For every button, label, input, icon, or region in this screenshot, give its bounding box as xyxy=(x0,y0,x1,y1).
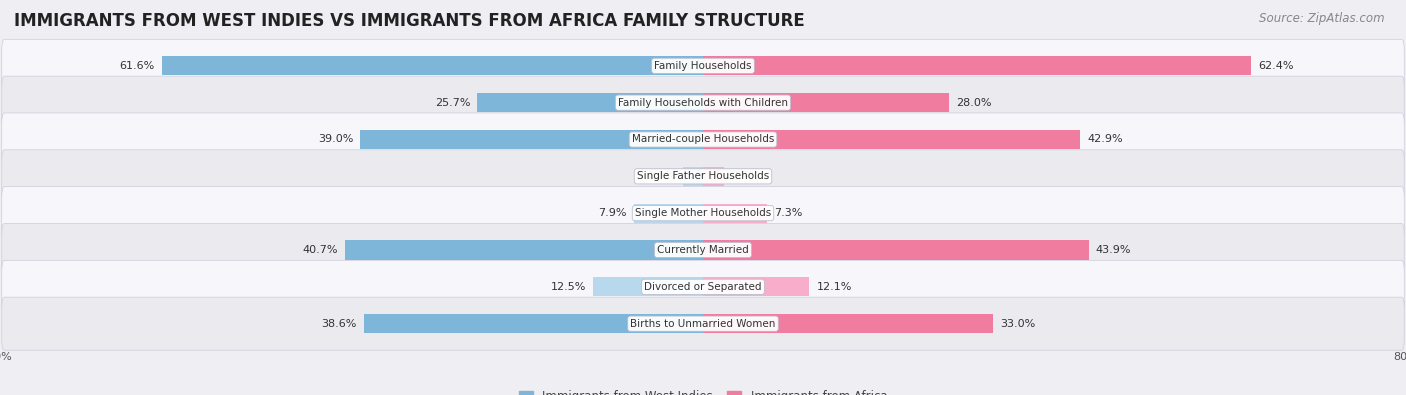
FancyBboxPatch shape xyxy=(1,76,1405,129)
FancyBboxPatch shape xyxy=(1,186,1405,240)
Bar xyxy=(703,130,1080,149)
Bar xyxy=(703,241,1088,260)
Text: Divorced or Separated: Divorced or Separated xyxy=(644,282,762,292)
Text: Single Father Households: Single Father Households xyxy=(637,171,769,181)
Bar xyxy=(477,93,703,112)
Text: IMMIGRANTS FROM WEST INDIES VS IMMIGRANTS FROM AFRICA FAMILY STRUCTURE: IMMIGRANTS FROM WEST INDIES VS IMMIGRANT… xyxy=(14,12,804,30)
FancyBboxPatch shape xyxy=(1,150,1405,203)
Bar xyxy=(683,167,703,186)
Text: 7.9%: 7.9% xyxy=(598,208,627,218)
Bar xyxy=(346,241,703,260)
Bar xyxy=(703,93,949,112)
Bar xyxy=(703,56,1251,75)
Bar xyxy=(703,203,768,223)
Text: 12.5%: 12.5% xyxy=(551,282,586,292)
Text: Family Households: Family Households xyxy=(654,61,752,71)
Text: 43.9%: 43.9% xyxy=(1095,245,1132,255)
Legend: Immigrants from West Indies, Immigrants from Africa: Immigrants from West Indies, Immigrants … xyxy=(515,385,891,395)
Bar xyxy=(703,314,993,333)
Text: Currently Married: Currently Married xyxy=(657,245,749,255)
Text: 39.0%: 39.0% xyxy=(318,134,353,145)
Text: 38.6%: 38.6% xyxy=(322,319,357,329)
Text: 2.3%: 2.3% xyxy=(647,171,676,181)
Text: 42.9%: 42.9% xyxy=(1087,134,1122,145)
FancyBboxPatch shape xyxy=(1,224,1405,276)
Bar xyxy=(634,203,703,223)
Text: 7.3%: 7.3% xyxy=(775,208,803,218)
FancyBboxPatch shape xyxy=(1,260,1405,313)
Text: 61.6%: 61.6% xyxy=(120,61,155,71)
Bar xyxy=(360,130,703,149)
Bar xyxy=(364,314,703,333)
Bar xyxy=(703,167,724,186)
Text: 25.7%: 25.7% xyxy=(434,98,470,108)
Text: Married-couple Households: Married-couple Households xyxy=(631,134,775,145)
Text: 28.0%: 28.0% xyxy=(956,98,991,108)
Text: Births to Unmarried Women: Births to Unmarried Women xyxy=(630,319,776,329)
Bar xyxy=(162,56,703,75)
Bar xyxy=(593,277,703,296)
Text: 62.4%: 62.4% xyxy=(1258,61,1294,71)
FancyBboxPatch shape xyxy=(1,39,1405,92)
Text: 40.7%: 40.7% xyxy=(302,245,339,255)
Bar xyxy=(703,277,810,296)
Text: 2.4%: 2.4% xyxy=(731,171,759,181)
FancyBboxPatch shape xyxy=(1,113,1405,166)
Text: Family Households with Children: Family Households with Children xyxy=(619,98,787,108)
Text: 12.1%: 12.1% xyxy=(817,282,852,292)
Text: Single Mother Households: Single Mother Households xyxy=(636,208,770,218)
Text: Source: ZipAtlas.com: Source: ZipAtlas.com xyxy=(1260,12,1385,25)
FancyBboxPatch shape xyxy=(1,297,1405,350)
Text: 33.0%: 33.0% xyxy=(1000,319,1035,329)
